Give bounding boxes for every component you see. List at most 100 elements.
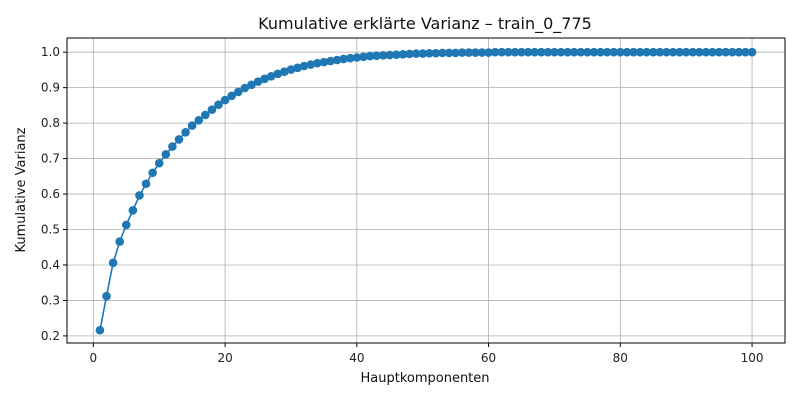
data-point [194,115,204,125]
data-point [405,49,414,59]
data-point [471,48,480,57]
data-point [616,47,625,57]
data-point [345,53,355,63]
x-tick-label: 80 [613,351,628,365]
data-point [497,47,507,57]
y-tick-label: 0.7 [41,152,60,166]
data-point [392,50,401,59]
data-point [741,47,750,57]
data-point [629,47,638,57]
data-point [530,47,539,57]
data-point [569,47,579,57]
data-point [504,47,513,57]
data-point [563,47,572,57]
data-point [385,50,395,60]
data-point [214,100,223,109]
data-point [424,48,434,58]
data-point [747,47,757,57]
data-point [464,48,474,57]
data-point [313,58,322,68]
data-point [648,47,658,57]
y-axis-label: Kumulative Varianz [14,127,29,252]
data-point [95,325,105,335]
data-point [728,47,737,57]
y-tick-label: 0.5 [41,223,60,237]
data-point [477,48,487,57]
y-tick-label: 0.2 [41,329,60,343]
data-point [596,47,605,57]
data-point [378,51,388,60]
data-point [536,47,546,57]
data-point [583,47,592,57]
data-point [207,105,217,114]
data-point [675,47,684,57]
data-point [418,49,428,58]
data-point [602,47,612,57]
data-point [543,47,553,57]
data-point [411,49,421,58]
y-tick-label: 0.8 [41,116,60,130]
data-point [115,237,124,246]
data-point [668,47,678,57]
data-point [622,47,632,57]
grid [67,38,785,343]
data-point [339,54,348,64]
data-point [201,110,210,120]
y-tick-label: 0.4 [41,258,60,272]
x-tick-label: 20 [217,351,232,365]
data-point [319,57,329,67]
data-point [266,72,276,81]
data-point [240,83,250,93]
data-point [589,47,599,57]
data-point [708,47,717,57]
data-point [108,258,118,268]
x-tick-label: 0 [90,351,98,365]
axis-ticks: 0 20 40 60 80 100 0.2 0.3 0.4 0.5 0.6 0.7 0.8 0.9 1.0 [41,45,764,365]
data-point [714,47,724,57]
data-point [326,56,335,66]
data-point [121,220,131,230]
data-point [457,48,467,57]
data-point [365,51,375,61]
data-point [490,47,500,57]
data-point [444,48,454,58]
data-point [688,47,698,57]
data-point [233,87,243,97]
data-point [247,80,256,90]
data-point [181,128,190,137]
data-point [510,47,520,57]
data-point [253,77,263,86]
y-tick-label: 0.6 [41,187,60,201]
y-tick-label: 0.3 [41,293,60,307]
data-point [260,74,269,84]
series-line [99,51,753,331]
y-tick-label: 1.0 [41,45,60,59]
data-point [695,47,704,57]
data-point [128,206,138,215]
data-point [135,191,144,200]
data-point [220,95,230,105]
data-point [154,158,164,168]
data-point [332,55,342,65]
data-point [141,179,151,189]
data-point [293,63,302,73]
x-tick-label: 60 [481,351,496,365]
x-tick-label: 100 [741,351,764,365]
data-point [484,48,493,57]
data-point [655,47,665,57]
x-axis-label: Hauptkomponenten [360,371,489,386]
series-group [95,47,757,335]
data-point [576,47,586,57]
data-point [174,135,184,144]
data-point [372,51,381,61]
data-point [187,121,197,130]
data-point [273,69,283,79]
data-point [161,150,171,159]
data-point [148,168,157,178]
data-point [721,47,731,57]
data-point [168,142,177,151]
data-point [523,47,533,57]
y-tick-label: 0.9 [41,81,60,95]
data-point [550,47,559,57]
